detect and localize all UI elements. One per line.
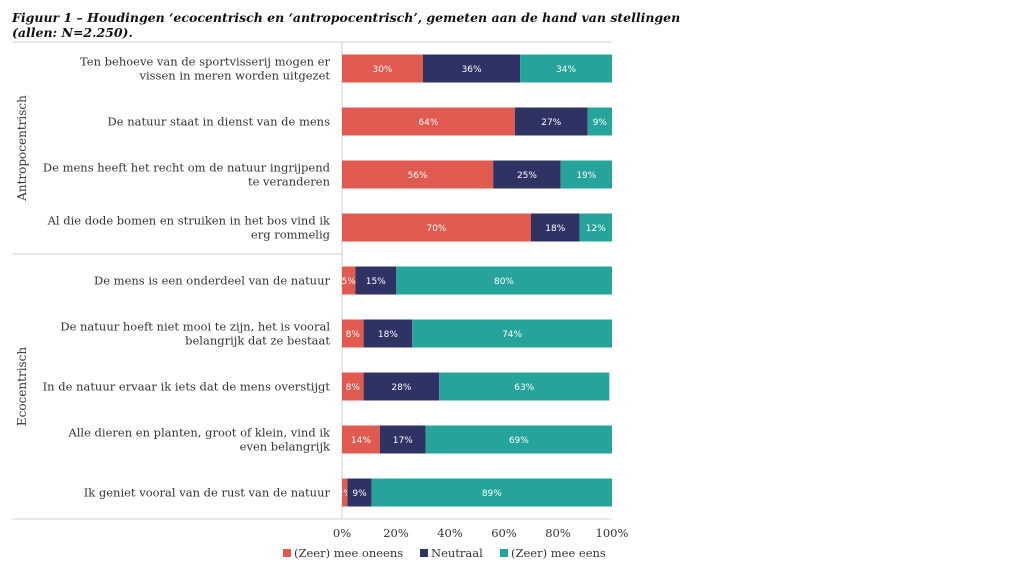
group-label: Antropocentrisch [15,95,29,202]
legend-swatch [420,549,428,557]
data-label: 56% [408,171,428,181]
data-label: 18% [378,330,398,340]
x-tick-label: 20% [383,526,409,540]
bar-segment [514,107,588,136]
x-tick-label: 100% [596,526,629,540]
legend-label: (Zeer) mee oneens [294,546,403,560]
category-label: De natuur staat in dienst van de mens [108,115,331,129]
bar-segment [379,425,426,454]
x-tick-label: 40% [437,526,463,540]
data-label: 19% [576,171,596,181]
legend-swatch [283,549,291,557]
data-label: 2% [338,489,353,499]
data-label: 63% [514,383,534,393]
bar-segment [560,160,612,189]
category-label: De natuur hoeft niet mooi te zijn, het i… [60,320,330,348]
bar-segment [347,478,372,507]
category-label: Ten behoeve van de sportvisserij mogen e… [80,55,330,83]
bar-segment [342,266,356,295]
bar-segment [363,372,440,401]
x-tick-label: 60% [491,526,517,540]
data-label: 9% [352,489,367,499]
data-label: 25% [517,171,537,181]
data-label: 74% [502,330,522,340]
legend-label: (Zeer) mee eens [511,546,606,560]
data-label: 70% [426,224,446,234]
category-label: Alle dieren en planten, groot of klein, … [67,426,331,454]
category-label: In de natuur ervaar ik iets dat de mens … [43,380,331,394]
data-label: 18% [545,224,565,234]
data-label: 28% [391,383,411,393]
bar-segment [531,213,580,242]
bar-segment [363,319,413,348]
bar-segment [342,372,364,401]
data-label: 9% [593,118,608,128]
group-label: Ecocentrisch [15,347,29,427]
data-label: 89% [482,489,502,499]
chart-title-line: Figuur 1 – Houdingen ‘ecocentrisch en ‘a… [11,10,680,25]
bar-segment [439,372,610,401]
bar-segment [342,160,494,189]
category-label: De mens is een onderdeel van de natuur [94,274,330,288]
chart-title-line: (allen: N=2.250). [12,25,133,40]
data-label: 12% [586,224,606,234]
data-label: 36% [462,65,482,75]
bar-segment [342,54,423,83]
data-label: 30% [372,65,392,75]
data-label: 14% [351,436,371,446]
category-label: Ik geniet vooral van de rust van de natu… [84,486,331,500]
bar-segment [412,319,612,348]
data-label: 27% [541,118,561,128]
bar-segment [493,160,561,189]
category-label: Al die dode bomen en struiken in het bos… [47,214,331,242]
bar-segment [342,319,364,348]
data-label: 8% [346,383,361,393]
bar-segment [520,54,612,83]
data-label: 5% [342,277,357,287]
bar-segment [579,213,612,242]
legend-swatch [500,549,508,557]
bar-segment [342,213,531,242]
data-label: 15% [366,277,386,287]
legend-label: Neutraal [431,546,483,560]
bar-segment [342,425,380,454]
data-label: 8% [346,330,361,340]
bar-segment [423,54,521,83]
data-label: 17% [393,436,413,446]
data-label: 80% [494,277,514,287]
data-label: 34% [556,65,576,75]
bar-segment [587,107,612,136]
bar-segment [371,478,612,507]
x-tick-label: 80% [545,526,571,540]
bar-segment [425,425,612,454]
bar-segment [342,478,348,507]
bar-segment [355,266,396,295]
category-label: De mens heeft het recht om de natuur ing… [43,161,331,189]
bar-segment [342,107,515,136]
data-label: 64% [418,118,438,128]
x-tick-label: 0% [333,526,351,540]
bar-segment [396,266,612,295]
data-label: 69% [509,436,529,446]
